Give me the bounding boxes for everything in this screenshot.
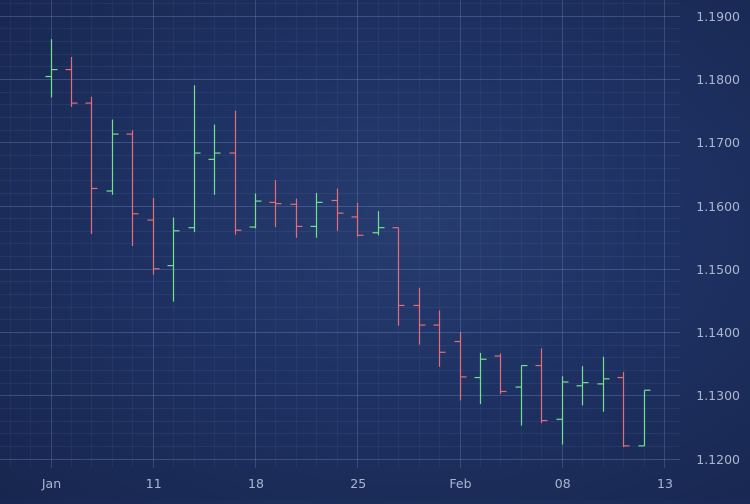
ohlc-bar	[372, 211, 385, 236]
ohlc-bar	[392, 227, 405, 326]
x-tick-label: 13	[657, 476, 673, 491]
x-axis: Jan 11 18 25 Feb 08 13	[41, 476, 673, 491]
ohlc-bar	[269, 180, 282, 228]
ohlc-bar	[351, 203, 364, 237]
y-tick-label: 1.1200	[696, 452, 740, 467]
y-tick-label: 1.1300	[696, 388, 740, 403]
ohlc-bar	[65, 56, 78, 107]
ohlc-bar	[494, 353, 507, 395]
ohlc-bar	[310, 192, 323, 238]
y-tick-label: 1.1900	[696, 9, 740, 24]
ohlc-bar	[208, 124, 221, 195]
ohlc-bar	[188, 85, 201, 233]
ohlc-bar	[413, 287, 426, 345]
ohlc-bar	[290, 198, 303, 238]
ohlc-bar	[597, 356, 610, 412]
major-gridlines	[0, 0, 680, 468]
ohlc-bar	[617, 371, 630, 448]
x-tick-label: 11	[146, 476, 162, 491]
ohlc-bar	[433, 310, 446, 367]
y-axis: 1.1200 1.1300 1.1400 1.1500 1.1600 1.1700 1.18…	[696, 9, 740, 467]
x-tick-label: Feb	[449, 476, 471, 491]
ohlc-bar	[331, 188, 344, 231]
ohlc-bar	[45, 39, 58, 98]
x-tick-label: 25	[350, 476, 366, 491]
x-tick-label: 08	[555, 476, 571, 491]
price-bars	[45, 39, 651, 448]
ohlc-bar	[556, 376, 569, 445]
x-tick-label: 18	[248, 476, 264, 491]
y-tick-label: 1.1500	[696, 262, 740, 277]
y-tick-label: 1.1400	[696, 325, 740, 340]
ohlc-bar	[249, 193, 262, 229]
x-tick-label: Jan	[41, 476, 61, 491]
ohlc-bar	[515, 364, 528, 426]
y-tick-label: 1.1800	[696, 72, 740, 87]
ohlc-bar	[229, 110, 242, 235]
ohlc-bar	[126, 130, 139, 247]
ohlc-bar	[638, 389, 651, 447]
ohlc-bar	[535, 348, 548, 424]
y-tick-label: 1.1600	[696, 199, 740, 214]
ohlc-bar	[576, 366, 589, 406]
ohlc-bar	[167, 217, 180, 302]
ohlc-bar	[454, 332, 467, 401]
ohlc-bar	[106, 119, 119, 195]
minor-gridlines	[0, 3, 680, 460]
y-tick-label: 1.1700	[696, 135, 740, 150]
ohlc-bar	[474, 352, 487, 405]
ohlc-bar	[147, 197, 160, 275]
ohlc-bar	[85, 96, 98, 234]
